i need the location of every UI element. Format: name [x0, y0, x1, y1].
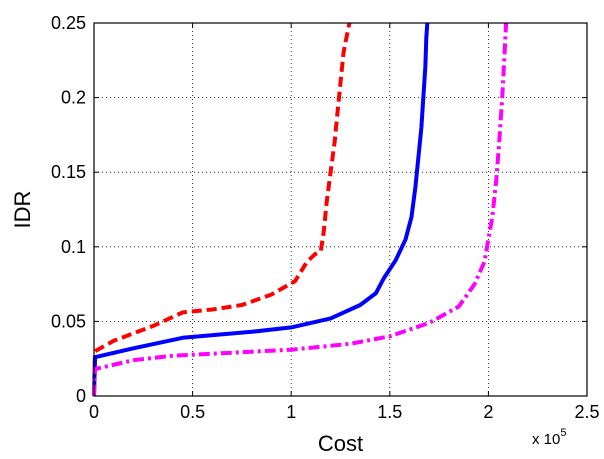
axis-ticks: 0 0.5 1 1.5 2 2.5 0 0.05 0.1 0.15 0.2 0.25 [51, 13, 600, 422]
y-tick-label: 0.1 [61, 237, 86, 257]
x-tick-label: 0 [89, 402, 99, 422]
x-tick-label: 0.5 [180, 402, 205, 422]
y-tick-label: 0 [76, 386, 86, 406]
x-tick-label: 1 [286, 402, 296, 422]
y-axis-label: IDR [10, 191, 35, 229]
x-axis-label: Cost [318, 431, 363, 456]
x-axis-scale-exponent: 5 [560, 427, 566, 439]
y-tick-label: 0.05 [51, 311, 86, 331]
series-line-2 [92, 22, 430, 397]
x-axis-scale-base: x 10 [532, 431, 560, 448]
y-tick-label: 0.2 [61, 88, 86, 108]
series-line-1 [92, 22, 352, 397]
series-line-3 [92, 22, 509, 397]
y-tick-label: 0.25 [51, 13, 86, 33]
x-tick-label: 1.5 [377, 402, 402, 422]
x-tick-label: 2 [483, 402, 493, 422]
plot-area-frame [93, 22, 588, 397]
y-tick-label: 0.15 [51, 162, 86, 182]
x-tick-label: 2.5 [574, 402, 599, 422]
data-series-group [92, 22, 509, 397]
x-axis-scale-factor: x 105 [532, 427, 566, 448]
